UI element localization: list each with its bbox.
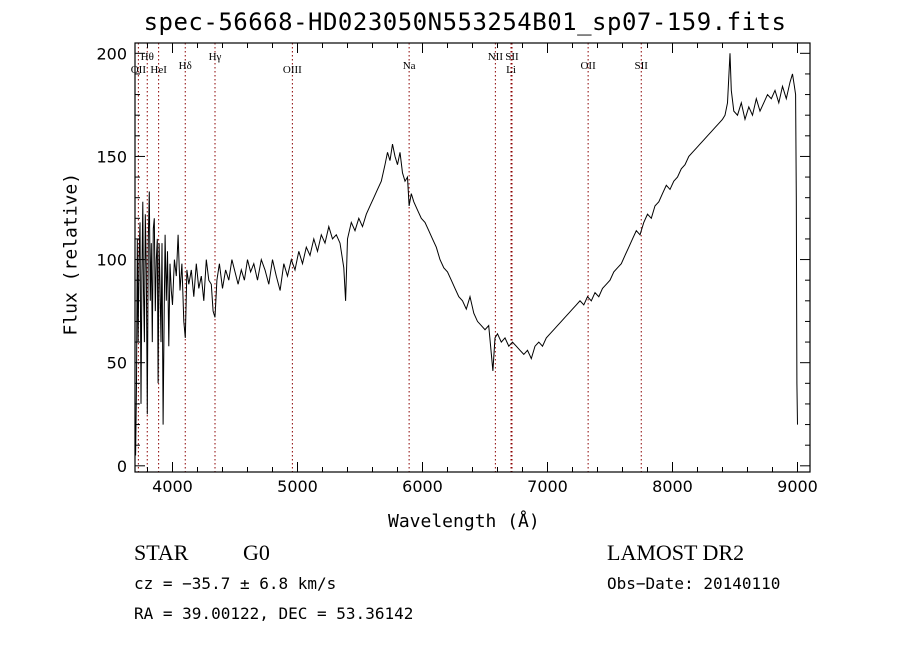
line-marker-label-5: OIII xyxy=(283,64,302,76)
x-tick-label-2: 6000 xyxy=(402,477,443,496)
line-marker-label-6: Na xyxy=(403,60,416,72)
survey-name: LAMOST DR2 xyxy=(607,540,745,565)
y-axis-label: Flux (relative) xyxy=(60,172,82,336)
x-tick-label-4: 8000 xyxy=(652,477,693,496)
obs-date: Obs−Date: 20140110 xyxy=(607,574,781,593)
y-tick-label-4: 200 xyxy=(96,44,127,63)
x-tick-label-5: 9000 xyxy=(777,477,818,496)
y-tick-label-1: 50 xyxy=(107,354,127,373)
x-tick-label-1: 5000 xyxy=(277,477,318,496)
y-tick-label-3: 150 xyxy=(96,147,127,166)
line-marker-label-10: OII xyxy=(580,60,596,72)
spectrum-line xyxy=(135,53,798,456)
redshift-line: cz = −35.7 ± 6.8 km/s xyxy=(134,574,337,593)
x-tick-label-3: 7000 xyxy=(527,477,568,496)
line-marker-label-8: SII xyxy=(505,51,519,63)
line-marker-label-1: OII xyxy=(131,64,147,76)
plot-frame xyxy=(134,42,811,473)
line-marker-label-7: NII xyxy=(488,51,504,63)
spectral-subclass: G0 xyxy=(243,540,270,565)
object-type: STAR xyxy=(134,540,189,565)
line-marker-label-4: Hγ xyxy=(209,51,222,63)
x-tick-label-0: 4000 xyxy=(152,477,193,496)
y-tick-label-0: 0 xyxy=(117,457,127,476)
line-marker-label-3: Hδ xyxy=(179,60,192,72)
line-marker-label-9: Li xyxy=(506,64,516,76)
chart-title: spec-56668-HD023050N553254B01_sp07-159.f… xyxy=(143,8,787,36)
line-marker-label-11: SII xyxy=(635,60,649,72)
y-tick-label-2: 100 xyxy=(96,251,127,270)
coordinates: RA = 39.00122, DEC = 53.36142 xyxy=(134,604,414,623)
x-axis-label: Wavelength (Å) xyxy=(388,511,540,532)
line-marker-label-2: HeI xyxy=(150,64,167,76)
line-marker-label-0: Hθ xyxy=(141,51,154,63)
